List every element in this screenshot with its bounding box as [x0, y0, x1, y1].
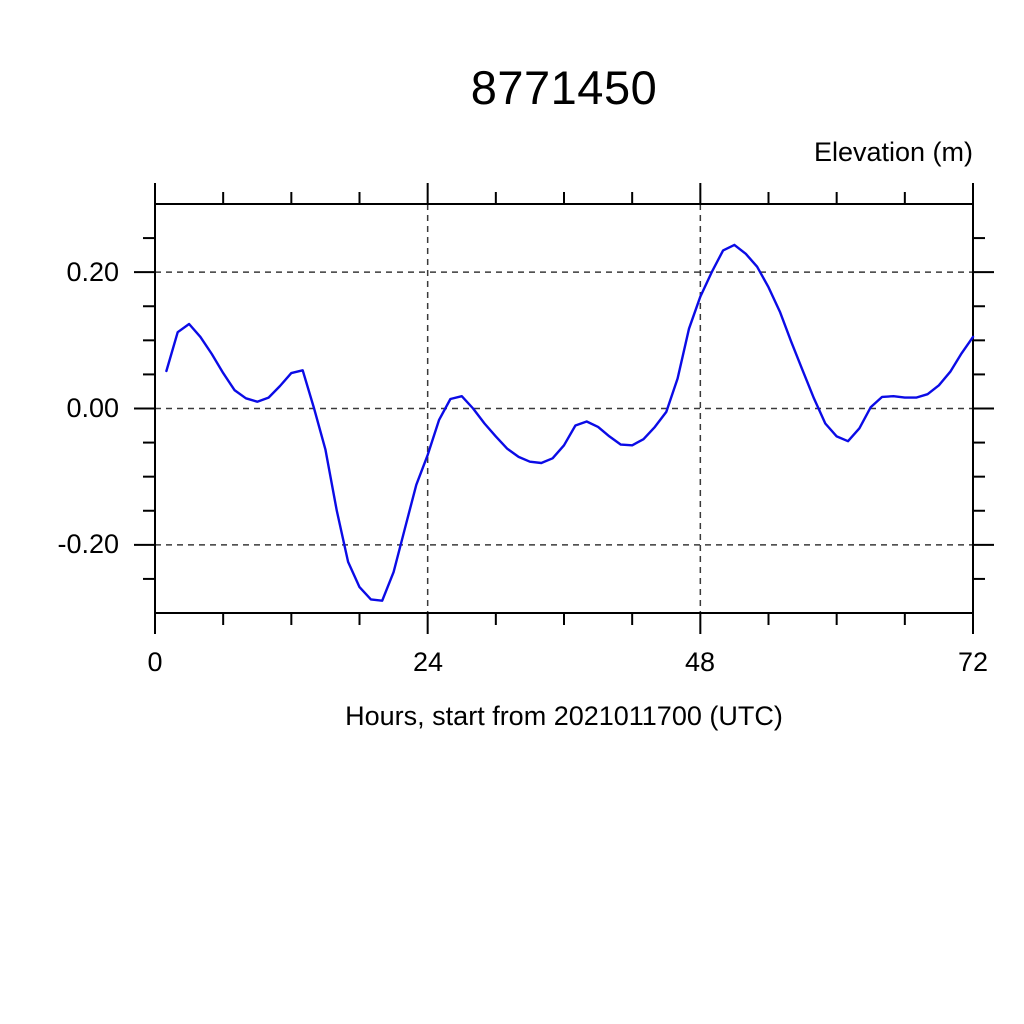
plot-border — [154, 203, 974, 614]
x-tick-label-48: 48 — [684, 647, 716, 677]
x-axis-title: Hours, start from 2021011700 (UTC) — [345, 701, 783, 731]
y-tick-label-0.20: 0.20 — [66, 257, 119, 287]
x-tick-label-24: 24 — [412, 647, 444, 677]
chart-title: 8771450 — [470, 61, 658, 114]
elevation-line — [165, 243, 975, 602]
y-tick-label-neg-0.20: -0.20 — [57, 529, 119, 559]
elevation-unit-label: Elevation (m) — [813, 137, 973, 167]
x-tick-label-0: 0 — [147, 647, 163, 677]
y-tick-label-0.00: 0.00 — [66, 393, 119, 423]
x-tick-label-72: 72 — [957, 647, 989, 677]
